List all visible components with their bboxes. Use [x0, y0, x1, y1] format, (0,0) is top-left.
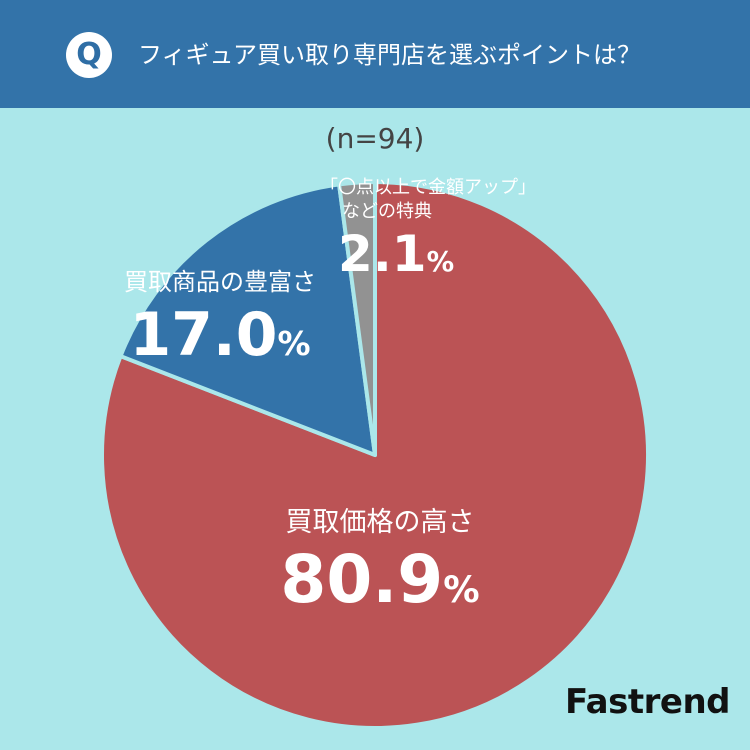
- pie-slice-bonus: [337, 180, 377, 457]
- pie-slice-variety: [118, 182, 377, 457]
- slice-price-value: 80.9%: [280, 541, 480, 618]
- slice-bonus-name-line1: 「〇点以上で金額アップ」: [320, 177, 536, 198]
- chart-title: フィギュア買い取り専門店を選ぶポイントは？: [138, 41, 642, 69]
- q-badge: Q: [66, 32, 112, 78]
- slice-label-variety: 買取商品の豊富さ 17.0%: [100, 262, 340, 382]
- slice-label-bonus: 「〇点以上で金額アップ」 などの特典 2.1%: [320, 176, 560, 292]
- slice-variety-value: 17.0%: [129, 300, 311, 370]
- brand-logo: Fastrend: [564, 682, 731, 722]
- slice-label-price: 買取価格の高さ 80.9%: [250, 500, 510, 631]
- slice-bonus-value: 2.1%: [338, 225, 455, 283]
- slice-price-name: 買取価格の高さ: [285, 507, 475, 538]
- header-bar: Q フィギュア買い取り専門店を選ぶポイントは？: [0, 0, 750, 108]
- slice-variety-name: 買取商品の豊富さ: [124, 268, 316, 296]
- sample-size-label: (n=94): [325, 122, 425, 155]
- slice-bonus-name-line2: などの特典: [342, 201, 432, 222]
